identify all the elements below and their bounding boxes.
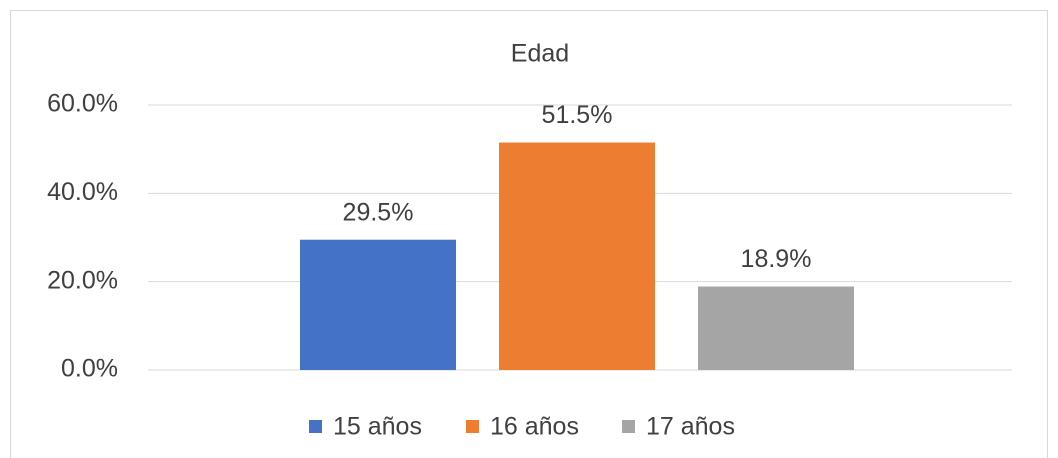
chart-title: Edad (511, 40, 569, 68)
bar (300, 239, 456, 370)
y-tick-label: 20.0% (47, 266, 118, 294)
legend-swatch (622, 420, 635, 433)
data-label: 51.5% (542, 101, 613, 129)
y-tick-label: 0.0% (61, 355, 118, 383)
y-tick-label: 60.0% (47, 90, 118, 118)
data-label: 29.5% (343, 198, 414, 226)
y-tick-label: 40.0% (47, 178, 118, 206)
bar (499, 142, 655, 370)
legend-label: 16 años (490, 413, 579, 441)
legend-label: 17 años (646, 413, 735, 441)
legend-swatch (309, 420, 322, 433)
data-label: 18.9% (741, 245, 812, 273)
legend-label: 15 años (333, 413, 422, 441)
legend-swatch (466, 420, 479, 433)
bar (698, 286, 854, 370)
